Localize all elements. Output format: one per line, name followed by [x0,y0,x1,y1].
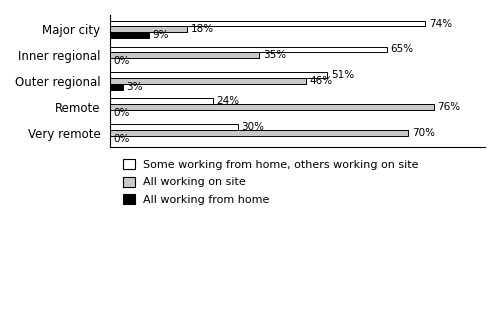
Text: 24%: 24% [216,96,239,106]
Text: 0%: 0% [114,134,130,144]
Text: 51%: 51% [331,70,354,80]
Bar [110,130,408,136]
Text: 30%: 30% [242,122,264,132]
Bar [110,73,328,78]
Bar [110,98,212,104]
Bar [110,26,187,32]
Bar [110,84,123,90]
Text: 65%: 65% [390,44,413,54]
Bar [110,78,306,84]
Text: 35%: 35% [263,50,286,60]
Bar [110,52,260,58]
Text: 0%: 0% [114,108,130,118]
Text: 0%: 0% [114,56,130,66]
Bar [110,32,148,38]
Text: 70%: 70% [412,128,435,138]
Text: 76%: 76% [438,102,460,112]
Bar [110,124,238,130]
Legend: Some working from home, others working on site, All working on site, All working: Some working from home, others working o… [124,159,419,205]
Text: 46%: 46% [310,76,332,86]
Text: 9%: 9% [152,30,168,40]
Bar [110,21,426,26]
Text: 3%: 3% [126,82,143,92]
Text: 18%: 18% [190,24,214,34]
Bar [110,104,434,110]
Bar [110,47,387,52]
Text: 74%: 74% [429,18,452,28]
